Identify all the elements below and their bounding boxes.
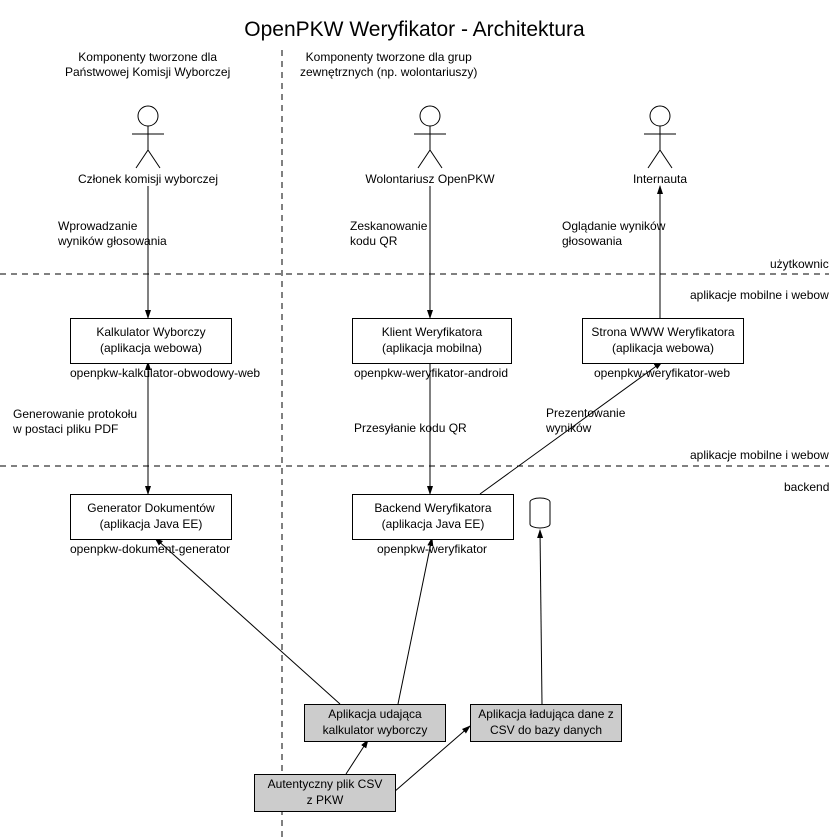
lbl-przesylanie: Przesyłanie kodu QR — [354, 421, 467, 436]
box-backend: Backend Weryfikatora (aplikacja Java EE) — [352, 494, 514, 540]
actor-commission — [132, 106, 164, 168]
lbl-zeskanowanie: Zeskanowanie kodu QR — [350, 219, 427, 249]
diagram-title: OpenPKW Weryfikator - Architektura — [0, 18, 829, 42]
box-klient-sub: openpkw-weryfikator-android — [352, 366, 510, 381]
box-klient: Klient Weryfikatora (aplikacja mobilna) — [352, 318, 512, 364]
a-loader-db — [540, 530, 542, 704]
a-sim-gen — [155, 538, 340, 704]
lane-apps2: aplikacje mobilne i webowe — [690, 448, 829, 463]
box-generator-sub: openpkw-dokument-generator — [70, 542, 230, 557]
actor-commission-label: Członek komisji wyborczej — [58, 172, 238, 187]
box-sim: Aplikacja udająca kalkulator wyborczy — [304, 704, 446, 742]
lane-apps1: aplikacje mobilne i webowe — [690, 288, 829, 303]
lane-users: użytkownicy — [770, 257, 829, 272]
box-strona-sub: openpkw-weryfikator-web — [582, 366, 742, 381]
box-kalkulator-sub: openpkw-kalkulator-obwodowy-web — [70, 366, 230, 381]
lane-backend: backend — [784, 480, 829, 495]
actor-internauta — [644, 106, 676, 168]
a-csv-sim — [346, 740, 368, 774]
hdr-left: Komponenty tworzone dla Państwowej Komis… — [65, 50, 230, 80]
a-sim-backend — [398, 538, 432, 704]
lbl-generowanie: Generowanie protokołu w postaci pliku PD… — [13, 407, 137, 437]
box-csv: Autentyczny plik CSV z PKW — [254, 774, 396, 812]
lbl-prezentowanie: Prezentowanie wyników — [546, 406, 625, 436]
box-loader: Aplikacja ładująca dane z CSV do bazy da… — [470, 704, 622, 742]
box-kalkulator: Kalkulator Wyborczy (aplikacja webowa) — [70, 318, 232, 364]
box-backend-sub: openpkw-weryfikator — [352, 542, 512, 557]
lbl-ogladanie: Oglądanie wyników głosowania — [562, 219, 665, 249]
box-strona: Strona WWW Weryfikatora (aplikacja webow… — [582, 318, 744, 364]
box-generator: Generator Dokumentów (aplikacja Java EE) — [70, 494, 232, 540]
actor-volunteer — [414, 106, 446, 168]
lbl-wprowadzanie: Wprowadzanie wyników głosowania — [58, 219, 167, 249]
db-cylinder — [530, 498, 550, 528]
hdr-right: Komponenty tworzone dla grup zewnętrznyc… — [300, 50, 477, 80]
actor-volunteer-label: Wolontariusz OpenPKW — [340, 172, 520, 187]
actor-internauta-label: Internauta — [570, 172, 750, 187]
